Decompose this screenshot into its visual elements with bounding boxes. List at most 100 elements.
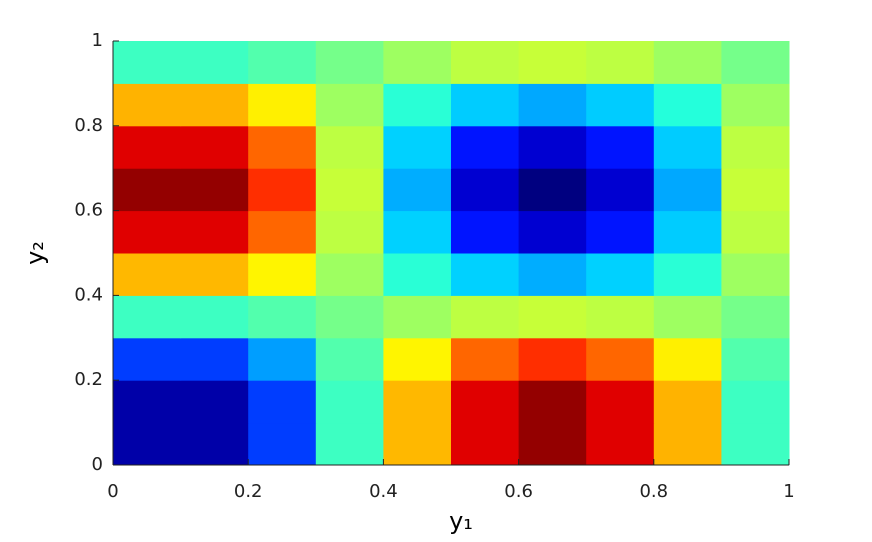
heatmap-cell: [113, 210, 182, 254]
heatmap-cell: [518, 422, 587, 466]
heatmap-cell: [113, 41, 182, 84]
heatmap-cell: [315, 83, 384, 127]
heatmap-cell: [248, 295, 317, 339]
heatmap-cell: [451, 422, 520, 466]
x-tick-label: 0.4: [369, 481, 398, 502]
heatmap-cell: [653, 210, 722, 254]
heatmap-cell: [248, 337, 317, 381]
heatmap-cell: [451, 210, 520, 254]
y-tick-label: 0.6: [74, 200, 103, 221]
heatmap-cell: [721, 41, 790, 84]
heatmap-cell: [518, 380, 587, 424]
heatmap-cell: [180, 295, 249, 339]
heatmap-cell: [721, 380, 790, 424]
heatmap-cell: [653, 83, 722, 127]
y-tick-label: 0.8: [74, 115, 103, 136]
heatmap-cell: [653, 41, 722, 84]
heatmap-cell: [518, 83, 587, 127]
heatmap-cell: [383, 253, 452, 296]
heatmap-cell: [721, 210, 790, 254]
x-tick-label: 0.2: [234, 481, 263, 502]
heatmap-cell: [653, 337, 722, 381]
heatmap-cell: [248, 210, 317, 254]
heatmap-cell: [586, 168, 655, 212]
heatmap-cell: [653, 380, 722, 424]
heatmap-cell: [113, 295, 182, 339]
heatmap-cell: [113, 83, 182, 127]
heatmap-cell: [586, 295, 655, 339]
heatmap-cell: [180, 337, 249, 381]
heatmap-cell: [180, 210, 249, 254]
heatmap-cell: [451, 295, 520, 339]
heatmap-cell: [383, 168, 452, 212]
heatmap-cell: [113, 125, 182, 169]
y-axis-label: y₂: [21, 241, 49, 265]
x-tick-label: 0.6: [504, 481, 533, 502]
heatmap-cell: [518, 41, 587, 84]
heatmap-cell: [653, 422, 722, 466]
heatmap-cell: [721, 83, 790, 127]
heatmap-cell: [586, 253, 655, 296]
heatmap-cell: [383, 295, 452, 339]
y-tick-label: 0.4: [74, 284, 103, 305]
heatmap-cell: [248, 125, 317, 169]
heatmap-cell: [518, 253, 587, 296]
heatmap-cell: [180, 125, 249, 169]
heatmap-cell: [586, 380, 655, 424]
heatmap-cell: [518, 210, 587, 254]
heatmap-cell: [113, 253, 182, 296]
heatmap-cell: [451, 125, 520, 169]
heatmap-cell: [113, 337, 182, 381]
heatmap-cell: [721, 337, 790, 381]
heatmap-cell: [315, 380, 384, 424]
heatmap-cell: [315, 422, 384, 466]
heatmap-cell: [653, 168, 722, 212]
heatmap-cell: [586, 83, 655, 127]
heatmap-cell: [518, 125, 587, 169]
heatmap-cell: [315, 210, 384, 254]
heatmap-cell: [721, 295, 790, 339]
heatmap-cell: [451, 83, 520, 127]
heatmap-cell: [586, 422, 655, 466]
heatmap-cell: [451, 168, 520, 212]
heatmap-cell: [180, 168, 249, 212]
heatmap-cell: [383, 337, 452, 381]
heatmap-cell: [248, 380, 317, 424]
heatmap-cell: [248, 168, 317, 212]
x-tick-label: 0.8: [639, 481, 668, 502]
heatmap-cell: [315, 168, 384, 212]
heatmap-cell: [518, 295, 587, 339]
heatmap-cell: [518, 337, 587, 381]
heatmap-cell: [180, 83, 249, 127]
heatmap-cell: [383, 422, 452, 466]
heatmap-cell: [248, 41, 317, 84]
heatmap-cell: [451, 253, 520, 296]
heatmap-cell: [248, 253, 317, 296]
heatmap-cell: [315, 337, 384, 381]
heatmap-cell: [383, 83, 452, 127]
heatmap-cell: [586, 210, 655, 254]
heatmap-cell: [383, 41, 452, 84]
x-tick-label: 0: [107, 481, 118, 502]
y-tick-label: 0.2: [74, 369, 103, 390]
heatmap-cell: [586, 125, 655, 169]
heatmap-cell: [113, 380, 182, 424]
heatmap-cell: [721, 168, 790, 212]
heatmap-cell: [586, 337, 655, 381]
heatmap-cell: [451, 380, 520, 424]
heatmap-cell: [180, 41, 249, 84]
heatmap-cell: [113, 168, 182, 212]
x-tick-label: 1: [783, 481, 794, 502]
heatmap-cell: [180, 380, 249, 424]
heatmap-cell: [315, 41, 384, 84]
heatmap-cell: [383, 125, 452, 169]
heatmap-cell: [248, 83, 317, 127]
heatmap-cell: [180, 422, 249, 466]
heatmap-cell: [721, 125, 790, 169]
x-axis-label: y₁: [449, 507, 473, 535]
heatmap-cell: [180, 253, 249, 296]
heatmap-cell: [113, 422, 182, 466]
heatmap-cell: [315, 253, 384, 296]
heatmap-cell: [653, 125, 722, 169]
